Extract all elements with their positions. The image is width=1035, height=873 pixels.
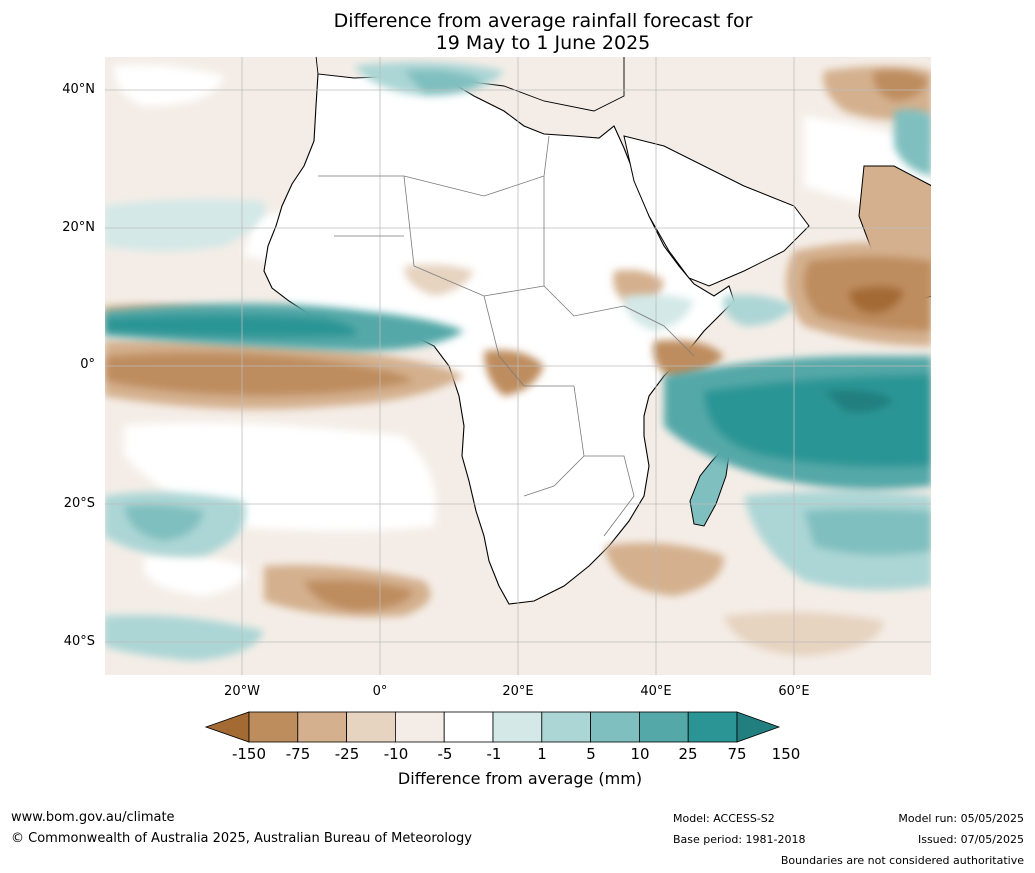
colorbar-segment bbox=[248, 711, 299, 743]
footer-website: www.bom.gov.au/climate bbox=[11, 810, 175, 825]
arabia-land bbox=[623, 135, 810, 287]
colorbar-segment bbox=[346, 711, 396, 743]
colorbar-tick: 75 bbox=[727, 745, 747, 763]
colorbar-extension-low bbox=[205, 711, 250, 743]
colorbar-segment bbox=[394, 711, 445, 743]
title-line-1: Difference from average rainfall forecas… bbox=[333, 10, 753, 32]
lon-label-20e: 20°E bbox=[502, 684, 534, 699]
lat-label-40n: 40°N bbox=[62, 82, 95, 97]
colorbar-tick: -150 bbox=[231, 745, 267, 763]
graticule bbox=[104, 56, 932, 676]
map-title: Difference from average rainfall forecas… bbox=[260, 10, 826, 54]
lat-label-20s: 20°S bbox=[63, 496, 95, 511]
wetter-than-average bbox=[104, 62, 932, 661]
lat-label-40s: 40°S bbox=[63, 634, 95, 649]
colorbar-segment bbox=[492, 711, 543, 743]
footer-base-period: Base period: 1981-2018 bbox=[673, 833, 806, 846]
lon-label-40e: 40°E bbox=[640, 684, 672, 699]
colorbar-tick: 10 bbox=[630, 745, 650, 763]
colorbar-segments bbox=[205, 711, 781, 743]
footer-issued: Issued: 07/05/2025 bbox=[917, 833, 1024, 846]
colorbar-segment bbox=[541, 711, 591, 743]
colorbar-tick: 5 bbox=[586, 745, 596, 763]
country-borders bbox=[318, 135, 695, 537]
lon-label-60e: 60°E bbox=[778, 684, 810, 699]
colorbar-tick: 1 bbox=[537, 745, 547, 763]
colorbar-tick: 25 bbox=[678, 745, 698, 763]
lon-label-0: 0° bbox=[372, 684, 388, 699]
lon-label-20w: 20°W bbox=[224, 684, 260, 699]
colorbar-segment bbox=[443, 711, 494, 743]
colorbar-segment bbox=[687, 711, 738, 743]
africa-land bbox=[263, 67, 735, 605]
colorbar-tick: -25 bbox=[334, 745, 360, 763]
colorbar-tick: -1 bbox=[486, 745, 502, 763]
colorbar-segment bbox=[297, 711, 348, 743]
colorbar-title: Difference from average (mm) bbox=[397, 769, 643, 788]
footer-model: Model: ACCESS-S2 bbox=[673, 812, 775, 825]
colorbar bbox=[205, 711, 781, 743]
colorbar-segment bbox=[638, 711, 689, 743]
rainfall-anomaly-map bbox=[104, 56, 932, 676]
colorbar-tick: -75 bbox=[285, 745, 311, 763]
lat-label-20n: 20°N bbox=[62, 220, 95, 235]
lat-label-equator: 0° bbox=[80, 357, 95, 372]
colorbar-tick: -10 bbox=[383, 745, 409, 763]
colorbar-segment bbox=[590, 711, 640, 743]
title-line-2: 19 May to 1 June 2025 bbox=[435, 32, 651, 54]
footer-copyright: © Commonwealth of Australia 2025, Austra… bbox=[11, 831, 472, 846]
footer-model-run: Model run: 05/05/2025 bbox=[898, 812, 1024, 825]
colorbar-tick: -5 bbox=[437, 745, 453, 763]
colorbar-extension-high bbox=[736, 711, 781, 743]
colorbar-tick: 150 bbox=[771, 745, 801, 763]
footer-disclaimer: Boundaries are not considered authoritat… bbox=[780, 854, 1024, 867]
